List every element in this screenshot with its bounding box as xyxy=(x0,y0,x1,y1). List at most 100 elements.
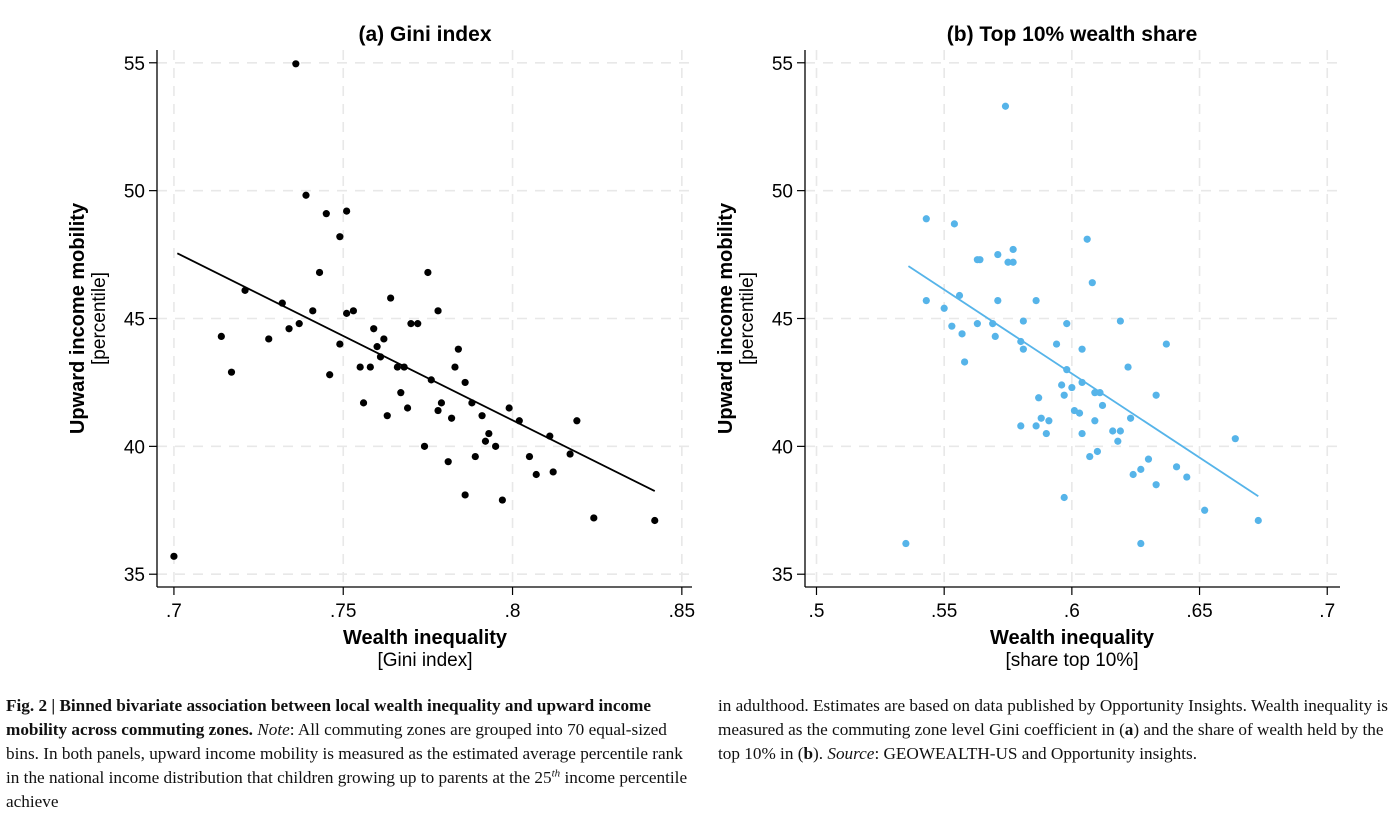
data-point xyxy=(505,404,513,412)
data-point xyxy=(393,363,402,371)
data-point xyxy=(1017,337,1025,346)
data-point xyxy=(573,417,581,425)
data-point xyxy=(1058,381,1066,389)
data-point xyxy=(322,210,330,218)
data-point xyxy=(1116,427,1124,435)
data-point xyxy=(922,297,930,305)
y-tick-label: 50 xyxy=(124,182,145,203)
figure-title: Binned bivariate association between loc… xyxy=(6,696,652,739)
data-point xyxy=(454,345,462,353)
data-point xyxy=(922,215,930,223)
data-point xyxy=(1009,245,1017,254)
data-point xyxy=(359,399,368,407)
data-point xyxy=(566,450,574,458)
data-point xyxy=(1019,345,1027,353)
y-tick-label: 50 xyxy=(772,182,793,203)
data-point xyxy=(478,412,486,420)
source-text: : GEOWEALTH-US and Opportunity insights. xyxy=(874,744,1198,763)
data-point xyxy=(1035,394,1043,402)
x-axis-title: Wealth inequality xyxy=(990,627,1155,649)
data-point xyxy=(973,256,981,264)
data-point xyxy=(1088,279,1096,287)
data-point xyxy=(1162,340,1170,348)
figure-caption-right: in adulthood. Estimates are based on dat… xyxy=(718,694,1390,766)
data-point xyxy=(278,299,286,307)
data-point xyxy=(1144,455,1153,463)
data-point xyxy=(383,412,391,420)
data-point xyxy=(356,363,364,371)
data-point xyxy=(241,286,249,294)
x-axis-title: Wealth inequality xyxy=(343,627,508,649)
data-point xyxy=(1152,391,1160,399)
data-point xyxy=(525,452,534,461)
data-point xyxy=(1137,465,1145,473)
panel-a-gini: (a) Gini index 35 40 45 50 55 .7 .75 .8 .85 Wealth… xyxy=(0,0,700,680)
data-point xyxy=(549,468,557,476)
data-point xyxy=(434,307,442,315)
data-point xyxy=(451,363,459,371)
data-point xyxy=(366,363,374,371)
x-tick-label: .65 xyxy=(1186,601,1212,622)
data-point xyxy=(1083,235,1091,243)
data-point xyxy=(1037,414,1045,422)
data-point xyxy=(309,307,317,315)
data-point xyxy=(481,437,490,445)
data-point xyxy=(326,371,334,379)
data-point xyxy=(217,332,225,340)
data-point xyxy=(1116,317,1124,325)
data-point xyxy=(376,353,385,361)
data-point xyxy=(1152,481,1160,489)
y-tick-label: 40 xyxy=(772,437,793,458)
data-point xyxy=(285,325,293,333)
superscript-th: th xyxy=(551,767,561,780)
figure-caption-left: Fig. 2 | Binned bivariate association be… xyxy=(6,694,694,814)
data-point xyxy=(387,294,395,302)
y-axis-subtitle: [percentile] xyxy=(89,272,110,365)
data-point xyxy=(373,343,381,351)
x-axis-subtitle: [Gini index] xyxy=(377,650,472,671)
caption-text: ) and the share of wealth held by the to… xyxy=(718,720,1384,763)
data-point xyxy=(498,496,506,504)
data-point xyxy=(265,335,273,343)
data-point xyxy=(315,268,324,277)
data-point xyxy=(343,207,351,215)
y-axis-title: Upward income mobility xyxy=(715,202,737,434)
data-point xyxy=(1091,417,1099,425)
data-point xyxy=(414,320,422,328)
scatter-chart-top10: (b) Top 10% wealth share 35 40 45 50 55 .5 .55.… xyxy=(715,23,1340,671)
note-text: : All commuting zones are grouped into 7… xyxy=(6,720,683,787)
x-tick-label: .8 xyxy=(505,601,521,622)
data-point xyxy=(485,429,493,438)
data-point xyxy=(1078,378,1086,387)
figure-label: Fig. 2 | xyxy=(6,696,60,715)
data-point xyxy=(991,332,999,340)
y-axis-subtitle: [percentile] xyxy=(737,272,758,365)
y-tick-label: 40 xyxy=(124,437,145,458)
data-point xyxy=(1042,429,1050,438)
data-point xyxy=(532,470,540,479)
caption-text: ). xyxy=(813,744,828,763)
data-point xyxy=(461,491,469,499)
x-tick-label: .5 xyxy=(809,601,825,622)
data-point xyxy=(1254,516,1262,525)
x-tick-label: .75 xyxy=(330,601,356,622)
data-point xyxy=(1063,366,1071,374)
data-point xyxy=(424,268,432,277)
data-point xyxy=(994,297,1002,305)
data-point xyxy=(1124,363,1132,371)
data-point xyxy=(336,233,344,241)
data-point xyxy=(948,322,956,330)
fit-line xyxy=(176,252,656,492)
data-point xyxy=(1075,409,1084,417)
x-tick-label: .7 xyxy=(166,601,182,622)
data-point xyxy=(1129,470,1137,479)
data-point xyxy=(397,389,405,397)
data-point xyxy=(1052,340,1061,348)
data-point xyxy=(444,458,452,466)
data-point xyxy=(380,335,388,343)
data-point xyxy=(958,330,966,338)
data-point xyxy=(1126,414,1135,422)
panel-b-top10: (b) Top 10% wealth share 35 40 45 50 55 .5 .55.… xyxy=(700,0,1396,680)
x-tick-label: .55 xyxy=(931,601,957,622)
y-tick-label: 55 xyxy=(124,54,145,75)
